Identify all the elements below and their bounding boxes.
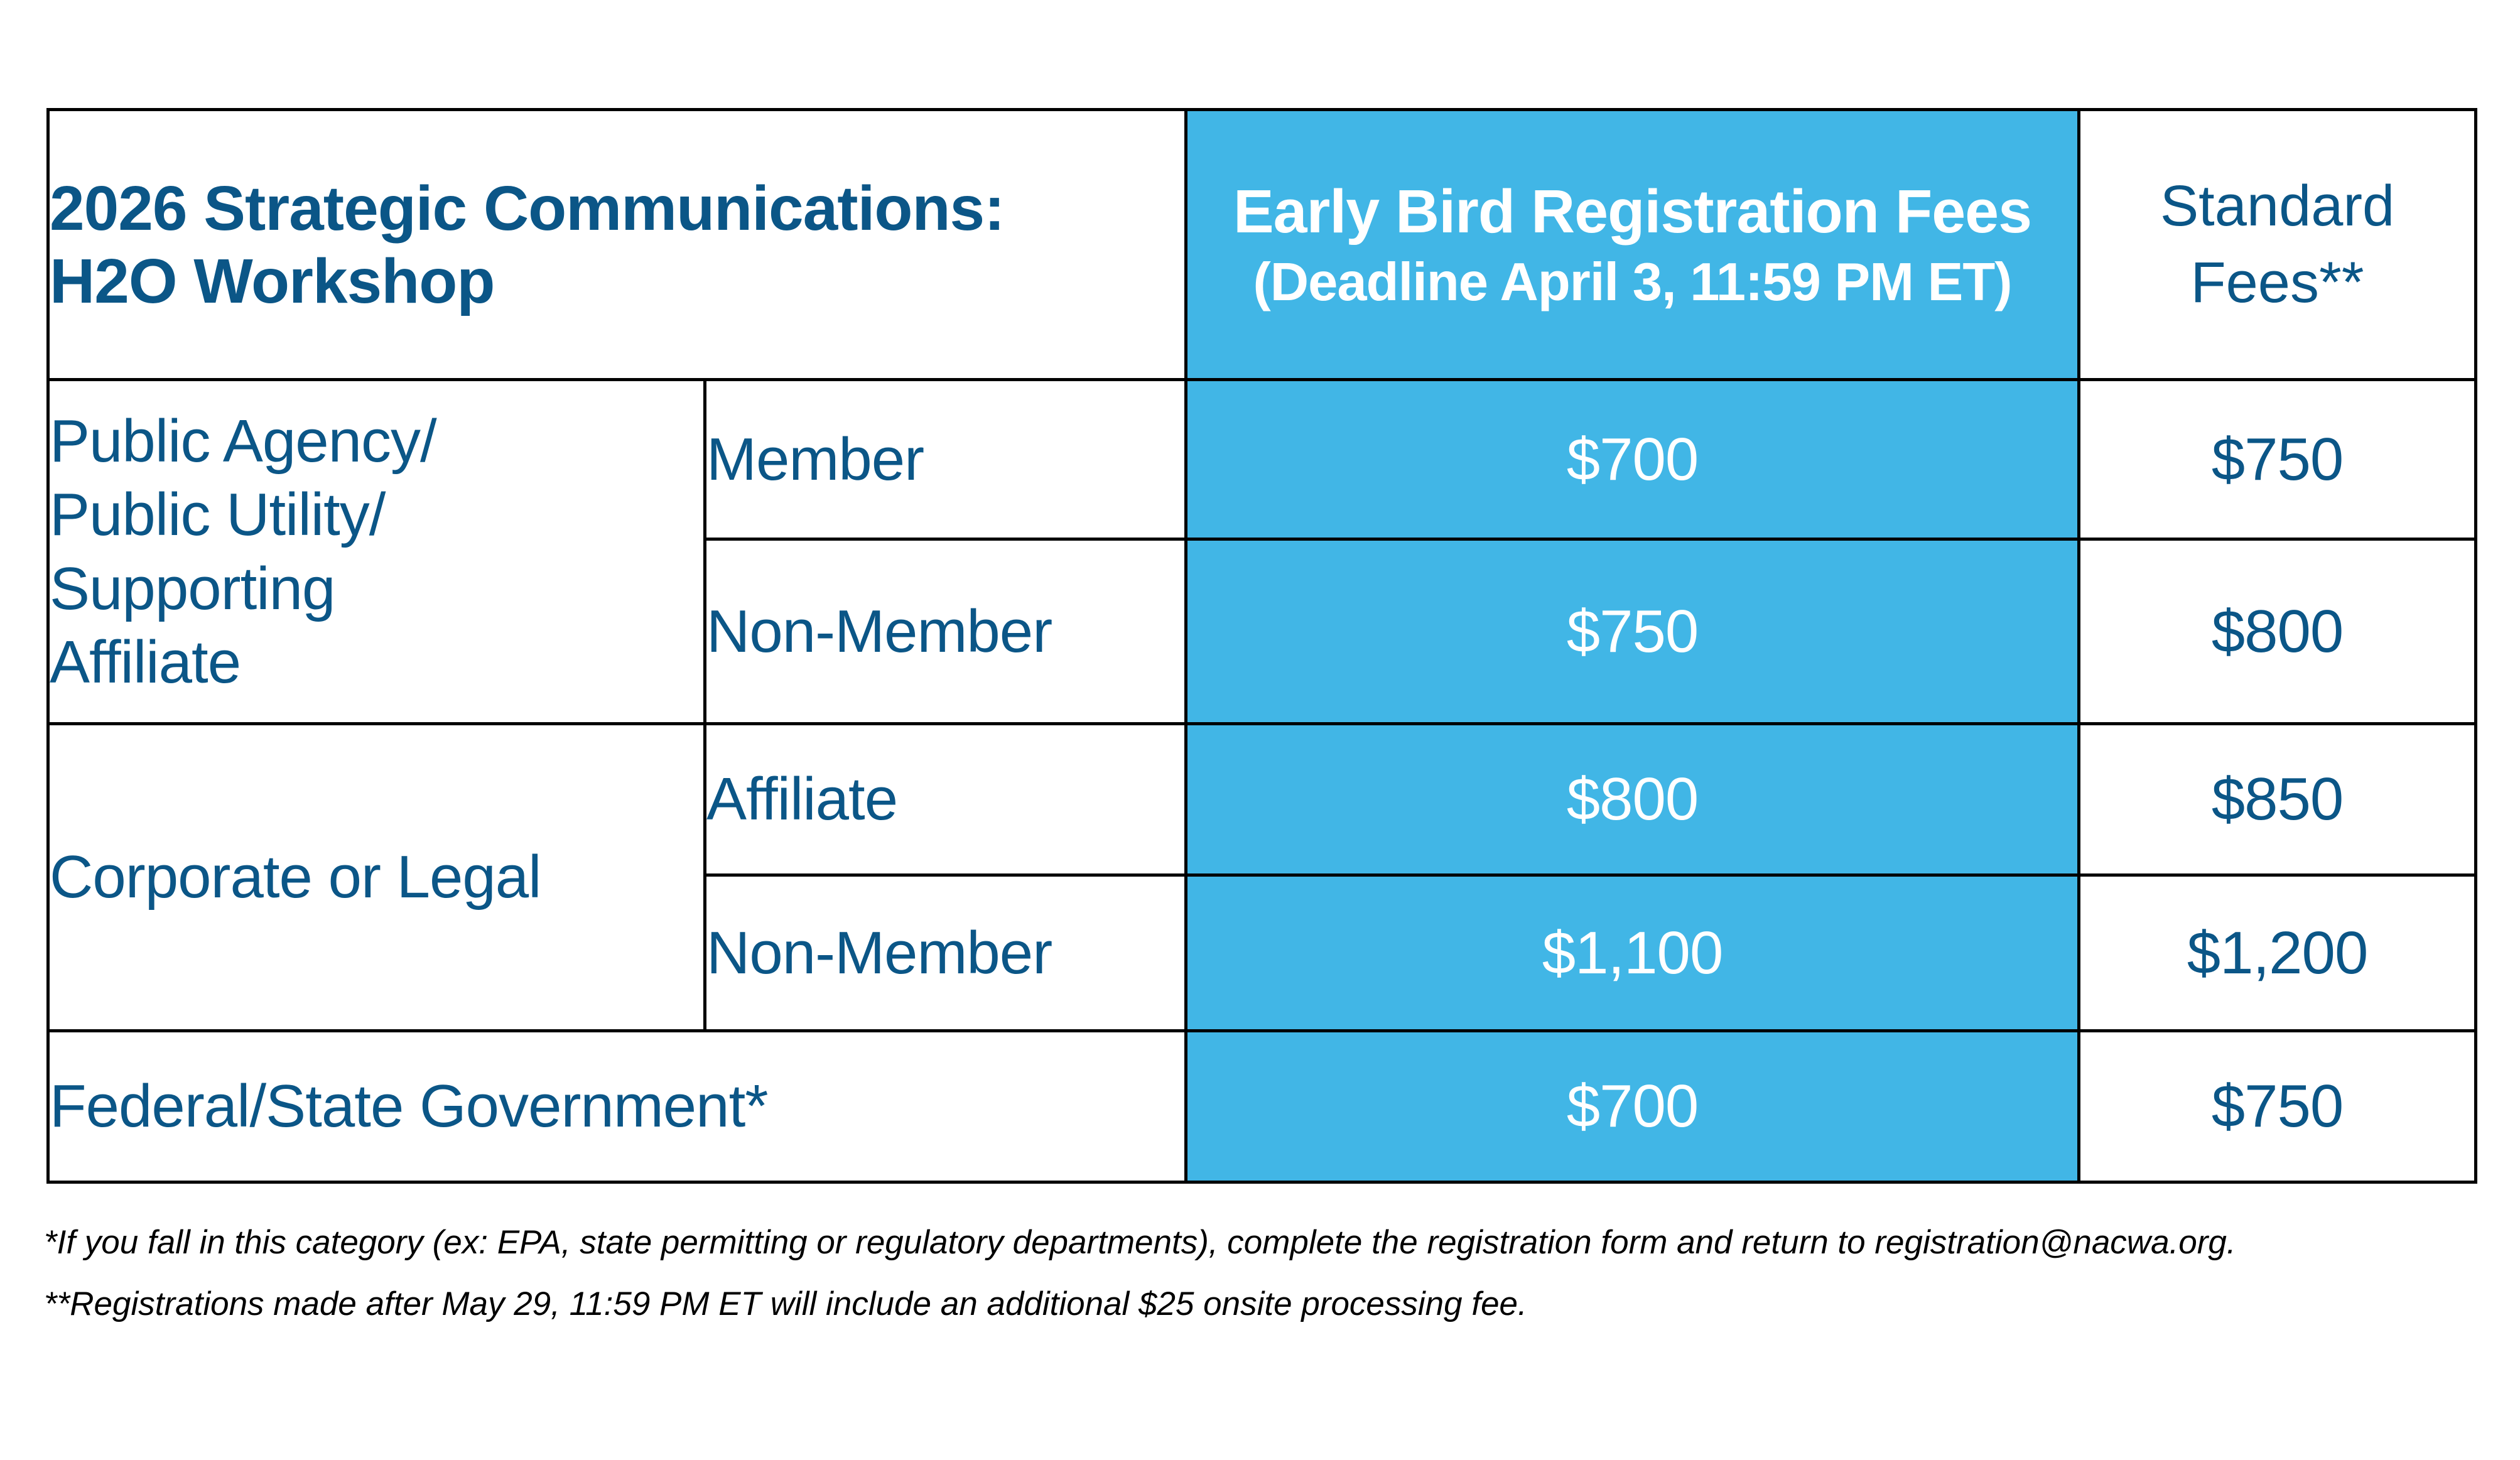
standard-fee-public-member: $750 [2077, 378, 2478, 541]
table-title-cell: 2026 Strategic Communications: H2O Works… [46, 108, 1188, 381]
subcategory-corporate-nonmember-label: Non-Member [703, 873, 1188, 1032]
early-bird-fee-corporate-affiliate: $800 [1184, 722, 2081, 877]
table-row: Federal/State Government* $700 $750 [46, 1029, 2478, 1184]
category-federal-state-cell: Federal/State Government* [46, 1029, 1188, 1184]
footnote-late-processing-fee: **Registrations made after May 29, 11:59… [44, 1285, 1527, 1323]
early-bird-header-deadline: (Deadline April 3, 11:59 PM ET) [1253, 252, 2012, 312]
early-bird-fee-public-member: $700 [1184, 378, 2081, 541]
table-row: Non-Member $750 $800 [48, 538, 2478, 725]
standard-fee-public-nonmember: $800 [2077, 538, 2478, 725]
table-title-line2: H2O Workshop [50, 246, 495, 316]
category-line: Public Agency/ [50, 408, 437, 475]
early-bird-fee-federal-state: $700 [1184, 1029, 2081, 1184]
standard-fee-corporate-affiliate: $850 [2077, 722, 2478, 877]
table-row: Corporate or Legal Affiliate $800 $850 [46, 722, 2478, 1032]
table-title-line1: 2026 Strategic Communications: [50, 173, 1005, 244]
standard-fee-federal-state: $750 [2077, 1029, 2478, 1184]
table-row: Public Agency/ Public Utility/ Supportin… [46, 378, 2478, 725]
footnotes: *If you fall in this category (ex: EPA, … [44, 1221, 2317, 1344]
subcategory-affiliate-label: Affiliate [703, 722, 1188, 877]
category-line: Corporate or Legal [50, 843, 542, 911]
category-corporate-legal-cell: Corporate or Legal [46, 722, 706, 1032]
category-line: Public Utility/ [50, 481, 386, 549]
category-line: Supporting [50, 554, 336, 622]
early-bird-fee-corporate-nonmember: $1,100 [1184, 873, 2081, 1032]
standard-fees-header-cell: Standard Fees** [2077, 108, 2478, 381]
table-row: Non-Member $1,100 $1,200 [48, 873, 2478, 1032]
category-public-agency-cell: Public Agency/ Public Utility/ Supportin… [46, 378, 706, 725]
footnote-government-category: *If you fall in this category (ex: EPA, … [44, 1224, 2236, 1261]
registration-fees-table: 2026 Strategic Communications: H2O Works… [46, 108, 2478, 1184]
header-row: 2026 Strategic Communications: H2O Works… [46, 108, 2478, 381]
early-bird-fee-public-nonmember: $750 [1184, 538, 2081, 725]
subcategory-member-label: Member [703, 378, 1188, 541]
subcategory-nonmember-label: Non-Member [703, 538, 1188, 725]
early-bird-header-cell: Early Bird Registration Fees (Deadline A… [1184, 108, 2081, 381]
category-line: Affiliate [50, 628, 242, 696]
early-bird-header-title: Early Bird Registration Fees [1233, 176, 2032, 246]
standard-fee-corporate-nonmember: $1,200 [2077, 873, 2478, 1032]
